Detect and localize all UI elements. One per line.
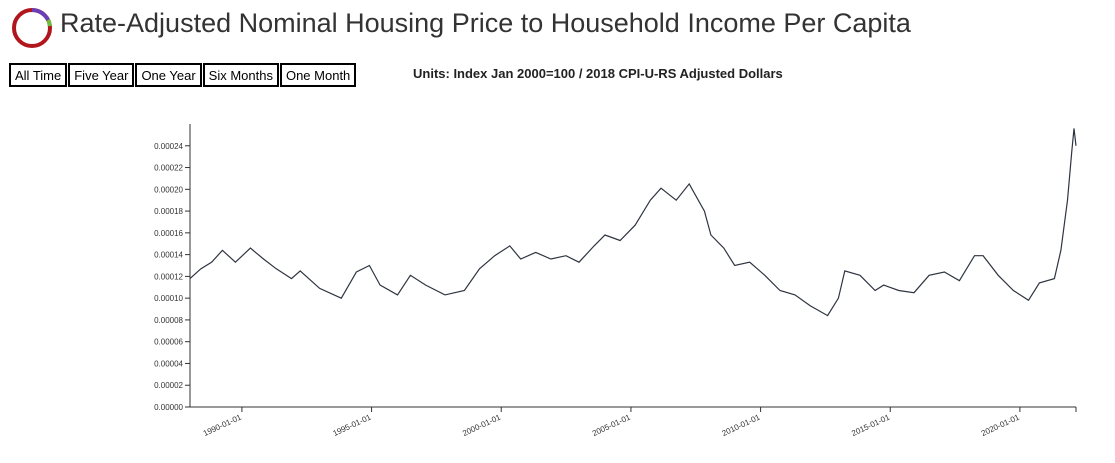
x-tick-label: 2010-01-01 [721,412,762,438]
y-tick-label: 0.00004 [154,359,183,368]
range-button[interactable]: Six Months [202,63,279,87]
range-button[interactable]: One Year [135,63,202,87]
x-tick-label: 2020-01-01 [980,412,1021,438]
x-tick-label: 1995-01-01 [332,412,373,438]
range-button[interactable]: All Time [9,63,68,87]
y-tick-label: 0.00022 [154,164,183,173]
title: Rate-Adjusted Nominal Housing Price to H… [60,8,911,38]
y-tick-label: 0.00006 [154,338,183,347]
units: Units: Index Jan 2000=100 / 2018 CPI-U-R… [413,66,783,81]
x-tick-label: 2005-01-01 [591,412,632,438]
y-tick-label: 0.00016 [154,229,183,238]
logo [12,8,52,48]
y-tick-label: 0.00002 [154,381,183,390]
y-tick-label: 0.00024 [154,142,183,151]
x-tick-label: 1990-01-01 [202,412,243,438]
y-tick-label: 0.00010 [154,294,183,303]
x-tick-label: 2000-01-01 [461,412,502,438]
y-tick-label: 0.00008 [154,316,183,325]
line [189,128,1077,317]
range-button[interactable]: Five Year [68,63,135,87]
range-button[interactable]: One Month [279,63,357,87]
range-buttons: All Time Five Year One Year Six Months O… [9,63,357,87]
y-tick-label: 0.00000 [154,403,183,412]
y-tick-label: 0.00018 [154,207,183,216]
y-tick-label: 0.00020 [154,185,183,194]
x-tick-label: 2015-01-01 [850,412,891,438]
y-tick-label: 0.00012 [154,272,183,281]
y-tick-label: 0.00014 [154,251,183,260]
